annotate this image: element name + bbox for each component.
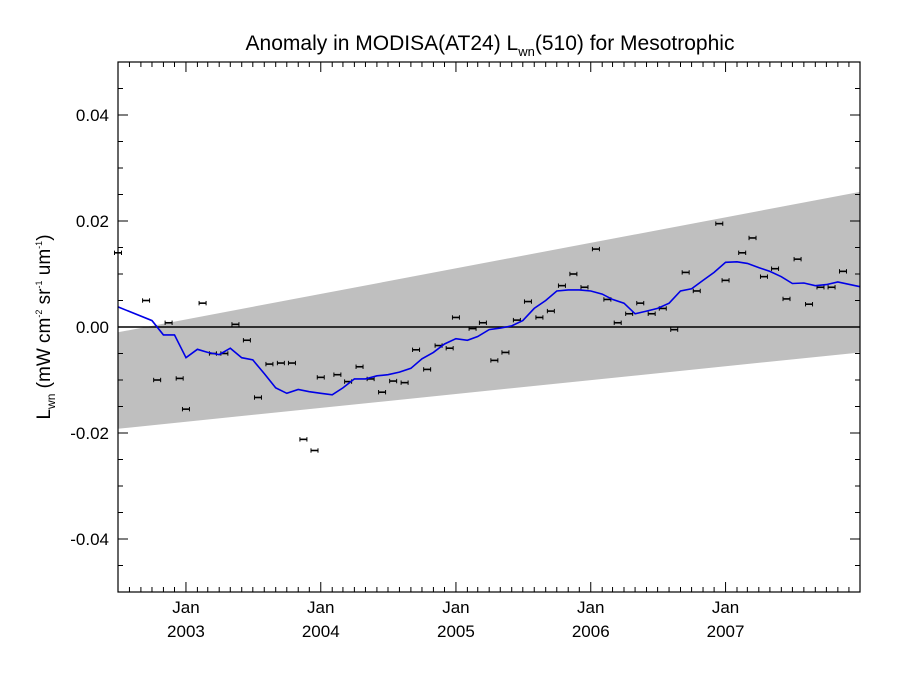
ylabel-sup-2: -1 xyxy=(34,280,44,288)
data-point xyxy=(423,367,432,372)
data-point xyxy=(164,320,173,325)
data-point xyxy=(805,302,814,307)
title-subscript: wn xyxy=(517,44,535,59)
data-point xyxy=(591,246,600,252)
smooth-line-path xyxy=(117,260,861,396)
y-axis-label: Lwn (mW cm-2 sr-1 um-1) xyxy=(34,234,58,419)
data-point xyxy=(316,375,325,380)
data-point xyxy=(647,311,656,316)
x-tick-label-year: 2003 xyxy=(167,622,205,641)
data-point xyxy=(142,298,151,303)
data-point xyxy=(445,346,454,351)
title-prefix: Anomaly in MODISA(AT24) L xyxy=(246,32,519,55)
data-point xyxy=(378,389,387,395)
data-point xyxy=(490,358,499,363)
y-tick-label: -0.02 xyxy=(70,424,109,443)
data-point xyxy=(153,377,162,383)
data-point xyxy=(670,327,679,332)
data-point xyxy=(468,326,477,331)
data-point xyxy=(333,372,342,377)
data-point xyxy=(253,395,262,400)
data-point xyxy=(557,283,566,288)
ylabel-base: L xyxy=(34,409,55,420)
data-point xyxy=(412,347,421,352)
data-point xyxy=(535,315,544,320)
data-point xyxy=(692,288,701,294)
data-point xyxy=(613,320,622,325)
title-suffix: (510) for Mesotrophic xyxy=(535,32,735,55)
data-point xyxy=(759,274,768,279)
uncertainty-band xyxy=(118,191,860,429)
y-tick-label: 0.02 xyxy=(76,212,109,231)
data-point xyxy=(636,300,645,306)
data-point xyxy=(478,320,487,325)
data-point xyxy=(715,221,724,226)
x-tick-label-month: Jan xyxy=(577,598,604,617)
chart-title: Anomaly in MODISA(AT24) Lwn(510) for Mes… xyxy=(246,32,735,59)
data-point xyxy=(738,250,747,255)
data-point xyxy=(771,266,780,271)
x-tick-label-year: 2007 xyxy=(707,622,745,641)
smoothed-trend-line xyxy=(117,260,861,396)
data-point xyxy=(175,376,184,381)
data-point xyxy=(400,380,409,385)
data-point xyxy=(827,285,836,290)
ylabel-unit-um: um xyxy=(34,249,55,281)
y-tick-label: -0.04 xyxy=(70,530,109,549)
ylabel-sup-1: -2 xyxy=(34,310,44,318)
data-point xyxy=(580,285,589,290)
x-tick-label-month: Jan xyxy=(442,598,469,617)
data-point xyxy=(782,296,791,302)
data-point xyxy=(310,448,319,453)
x-tick-label-month: Jan xyxy=(307,598,334,617)
ylabel-unit-open: (mW cm xyxy=(34,318,55,394)
data-point xyxy=(276,360,285,366)
data-point xyxy=(389,378,398,384)
data-point xyxy=(793,256,802,262)
ylabel-base-sub: wn xyxy=(44,394,58,410)
data-point xyxy=(523,299,532,304)
data-point xyxy=(181,406,190,412)
data-point xyxy=(748,235,757,241)
y-axis-ticks: -0.04 -0.02 0.00 0.02 0.04 xyxy=(70,61,860,593)
x-axis-ticks: Jan 2003 Jan 2004 Jan 2005 Jan 2006 Jan 2007 xyxy=(117,62,850,641)
y-tick-label: 0.04 xyxy=(76,106,109,125)
data-point xyxy=(299,437,308,442)
data-point xyxy=(501,350,510,355)
band-polygon xyxy=(118,191,860,429)
x-tick-label-month: Jan xyxy=(172,598,199,617)
y-tick-label: 0.00 xyxy=(76,318,109,337)
x-tick-label-year: 2006 xyxy=(572,622,610,641)
data-point xyxy=(198,300,207,306)
x-tick-label-year: 2005 xyxy=(437,622,475,641)
x-tick-label-year: 2004 xyxy=(302,622,340,641)
ylabel-unit-close: ) xyxy=(34,234,55,240)
data-point xyxy=(265,361,274,367)
data-point xyxy=(839,269,848,274)
data-point xyxy=(242,338,251,343)
data-point xyxy=(721,278,730,283)
data-point xyxy=(451,315,460,320)
data-point xyxy=(681,270,690,275)
data-point xyxy=(231,322,240,327)
data-point xyxy=(569,271,578,277)
data-point xyxy=(287,360,296,366)
ylabel-unit-sr: sr xyxy=(34,288,55,310)
data-point xyxy=(546,308,555,314)
x-tick-label-month: Jan xyxy=(712,598,739,617)
data-point xyxy=(355,364,364,369)
ylabel-sup-3: -1 xyxy=(34,241,44,249)
